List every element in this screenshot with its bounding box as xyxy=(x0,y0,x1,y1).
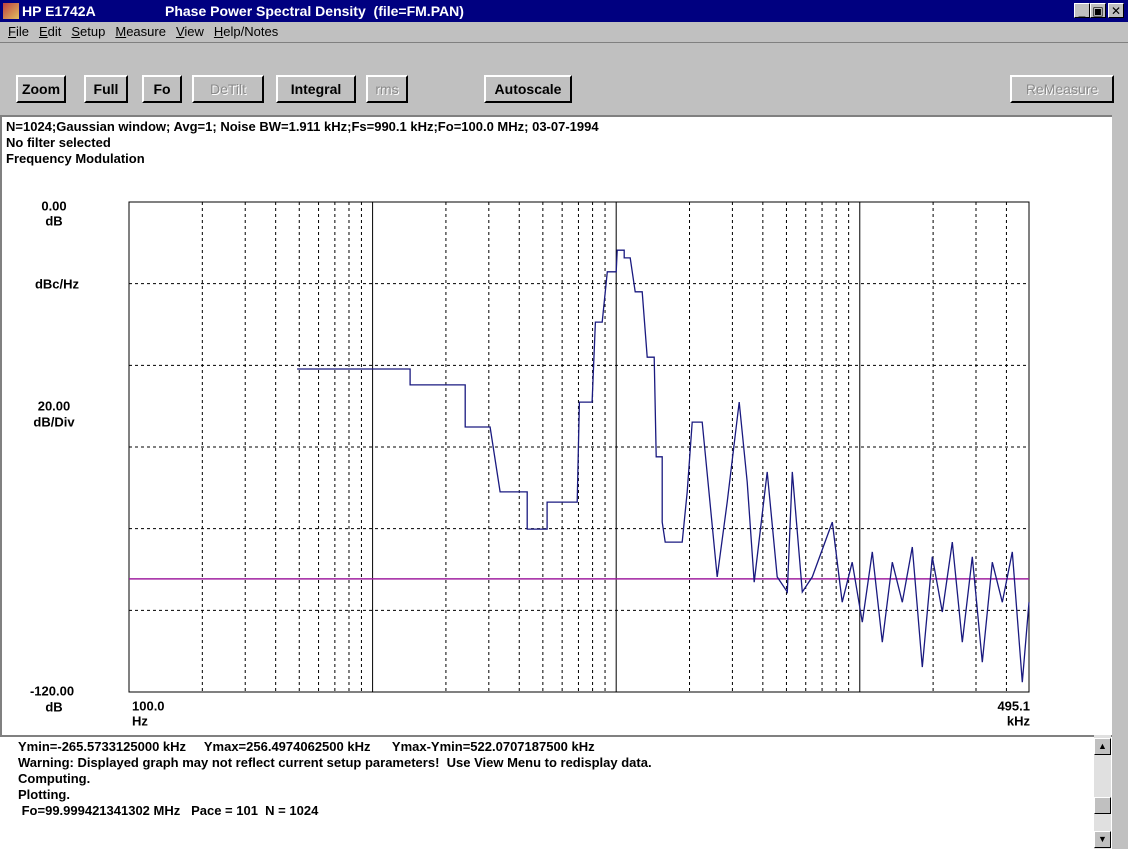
log-line: Computing. xyxy=(18,771,91,786)
scroll-down[interactable]: ▼ xyxy=(1094,831,1111,848)
info-line: No filter selected xyxy=(6,135,111,150)
toolbar-button: DeTilt xyxy=(192,75,264,103)
menu-bar: File Edit Setup Measure View Help/Notes xyxy=(0,22,1128,42)
maximize-button[interactable]: ▣ xyxy=(1090,3,1106,18)
y-axis-label: dB xyxy=(45,699,62,714)
toolbar-button[interactable]: Zoom xyxy=(16,75,66,103)
log-line: Warning: Displayed graph may not reflect… xyxy=(18,755,652,770)
y-axis-label: 20.00 xyxy=(38,398,71,413)
menu-item[interactable]: File xyxy=(8,24,29,39)
log-line: Plotting. xyxy=(18,787,70,802)
toolbar: Zoom Full Fo DeTilt Integral rms Autoscale ReMe… xyxy=(0,42,1128,115)
minimize-button[interactable]: _ xyxy=(1074,3,1090,18)
scroll-up[interactable]: ▲ xyxy=(1094,738,1111,755)
y-axis-label: 0.00 xyxy=(41,198,66,213)
y-axis-label: -120.00 xyxy=(30,683,74,698)
x-axis-label: 100.0 xyxy=(132,698,165,713)
y-axis-label: dB xyxy=(45,213,62,228)
plot-panel: 0.00 dB dBc/Hz 20.00 dB/Div -120.00 dB 100.0 Hz 4… xyxy=(0,115,1112,735)
log-line: Fo=99.999421341302 MHz Pace = 101 N = 10… xyxy=(18,803,319,818)
toolbar-button[interactable]: Autoscale xyxy=(484,75,572,103)
window-subtitle: Phase Power Spectral Density (file=FM.PA… xyxy=(165,3,464,19)
toolbar-button[interactable]: Fo xyxy=(142,75,182,103)
log-pane: Ymin=-265.5733125000 kHz Ymax=256.497406… xyxy=(0,735,1112,849)
log-text: Ymin=-265.5733125000 kHz Ymax=256.497406… xyxy=(18,739,652,819)
menu-item[interactable]: Measure xyxy=(115,24,166,39)
scrollbar[interactable]: ▲ ▼ xyxy=(1094,735,1111,849)
x-axis-label: kHz xyxy=(1007,713,1031,728)
info-line: Frequency Modulation xyxy=(6,151,145,166)
menu-item[interactable]: Edit xyxy=(38,24,62,39)
menu-item[interactable]: View xyxy=(175,24,204,39)
window-title: HP E1742A xyxy=(22,3,96,19)
app-icon xyxy=(3,3,19,19)
info-line: N=1024;Gaussian window; Avg=1; Noise BW=… xyxy=(6,119,599,134)
trace xyxy=(297,249,1030,683)
plot-frame xyxy=(128,201,1030,693)
y-axis-label: dB/Div xyxy=(33,414,75,429)
toolbar-button[interactable]: Full xyxy=(84,75,128,103)
close-button[interactable]: ✕ xyxy=(1108,3,1124,18)
info-text: N=1024;Gaussian window; Avg=1; Noise BW=… xyxy=(6,119,599,167)
toolbar-button: ReMeasure xyxy=(1010,75,1114,103)
x-axis-label: Hz xyxy=(132,713,148,728)
menu-item[interactable]: Setup xyxy=(71,24,106,39)
x-axis-label: 495.1 xyxy=(997,698,1030,713)
title-bar: HP E1742A Phase Power Spectral Density (… xyxy=(0,0,1128,22)
y-axis-label: dBc/Hz xyxy=(35,276,80,291)
scroll-thumb[interactable] xyxy=(1094,797,1111,814)
menu-item[interactable]: Help/Notes xyxy=(213,24,279,39)
toolbar-button: rms xyxy=(366,75,408,103)
toolbar-button[interactable]: Integral xyxy=(276,75,356,103)
log-line: Ymin=-265.5733125000 kHz Ymax=256.497406… xyxy=(18,739,595,754)
